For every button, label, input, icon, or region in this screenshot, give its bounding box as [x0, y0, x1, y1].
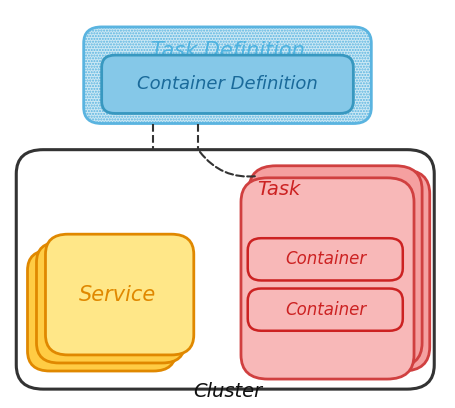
Text: Service: Service [79, 284, 156, 304]
FancyBboxPatch shape [248, 238, 403, 280]
FancyBboxPatch shape [27, 250, 176, 371]
FancyBboxPatch shape [101, 55, 354, 113]
FancyBboxPatch shape [257, 170, 430, 371]
Text: Container: Container [285, 301, 366, 319]
Text: Container: Container [285, 251, 366, 268]
Text: Container Definition: Container Definition [137, 75, 318, 93]
FancyArrowPatch shape [200, 152, 256, 177]
FancyBboxPatch shape [241, 178, 414, 379]
FancyBboxPatch shape [248, 288, 403, 331]
Text: Cluster: Cluster [193, 382, 262, 401]
FancyBboxPatch shape [36, 242, 185, 363]
FancyBboxPatch shape [16, 150, 434, 389]
Text: Task Definition: Task Definition [151, 41, 304, 61]
FancyBboxPatch shape [46, 234, 194, 355]
Text: Task: Task [257, 180, 300, 200]
FancyBboxPatch shape [249, 166, 422, 367]
FancyBboxPatch shape [84, 27, 371, 124]
